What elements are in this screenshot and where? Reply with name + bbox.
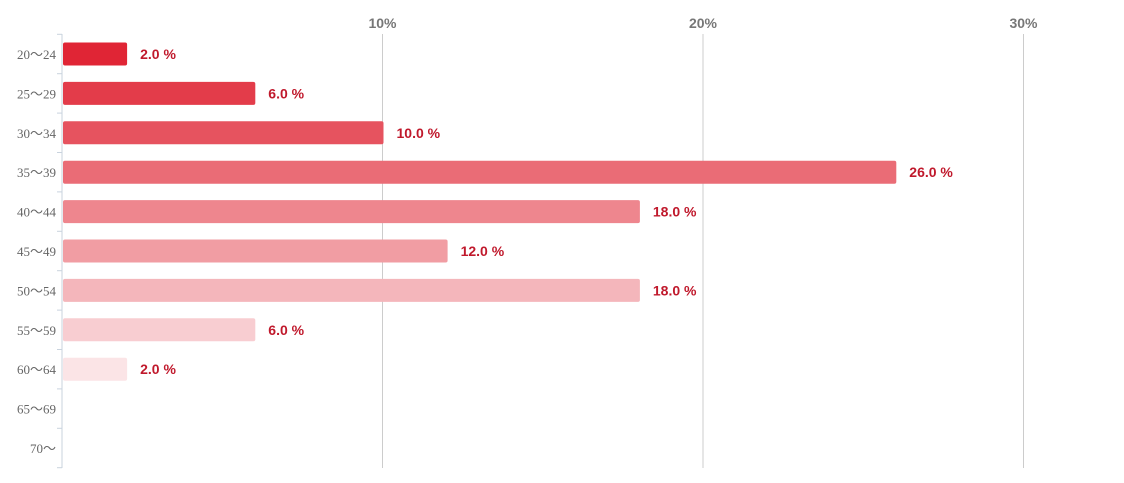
bar bbox=[63, 357, 128, 381]
category-label: 30〜34 bbox=[17, 126, 57, 141]
category-label: 35〜39 bbox=[17, 165, 56, 180]
category-label: 70〜 bbox=[30, 441, 56, 456]
data-label: 2.0 % bbox=[140, 46, 176, 62]
data-label: 6.0 % bbox=[268, 85, 304, 101]
data-label: 18.0 % bbox=[653, 282, 697, 298]
x-tick-label-20: 20% bbox=[689, 15, 718, 31]
data-label: 18.0 % bbox=[653, 204, 697, 220]
bar bbox=[63, 121, 384, 145]
data-label: 26.0 % bbox=[909, 164, 953, 180]
category-label: 40〜44 bbox=[17, 205, 57, 220]
category-label: 20〜24 bbox=[17, 47, 57, 62]
bar bbox=[63, 42, 128, 66]
x-tick-label-10: 10% bbox=[368, 15, 397, 31]
category-label: 65〜69 bbox=[17, 402, 56, 417]
bar bbox=[63, 81, 256, 105]
category-label: 25〜29 bbox=[17, 86, 56, 101]
category-label: 50〜54 bbox=[17, 283, 57, 298]
bar bbox=[63, 239, 448, 263]
data-label: 12.0 % bbox=[461, 243, 505, 259]
bar bbox=[63, 160, 897, 184]
data-label: 10.0 % bbox=[397, 125, 441, 141]
data-label: 6.0 % bbox=[268, 322, 304, 338]
category-label: 45〜49 bbox=[17, 244, 56, 259]
category-label: 60〜64 bbox=[17, 362, 57, 377]
category-label: 55〜59 bbox=[17, 323, 56, 338]
x-tick-label-30: 30% bbox=[1009, 15, 1038, 31]
bar bbox=[63, 278, 640, 302]
bar bbox=[63, 200, 640, 224]
data-label: 2.0 % bbox=[140, 361, 176, 377]
bar bbox=[63, 318, 256, 342]
